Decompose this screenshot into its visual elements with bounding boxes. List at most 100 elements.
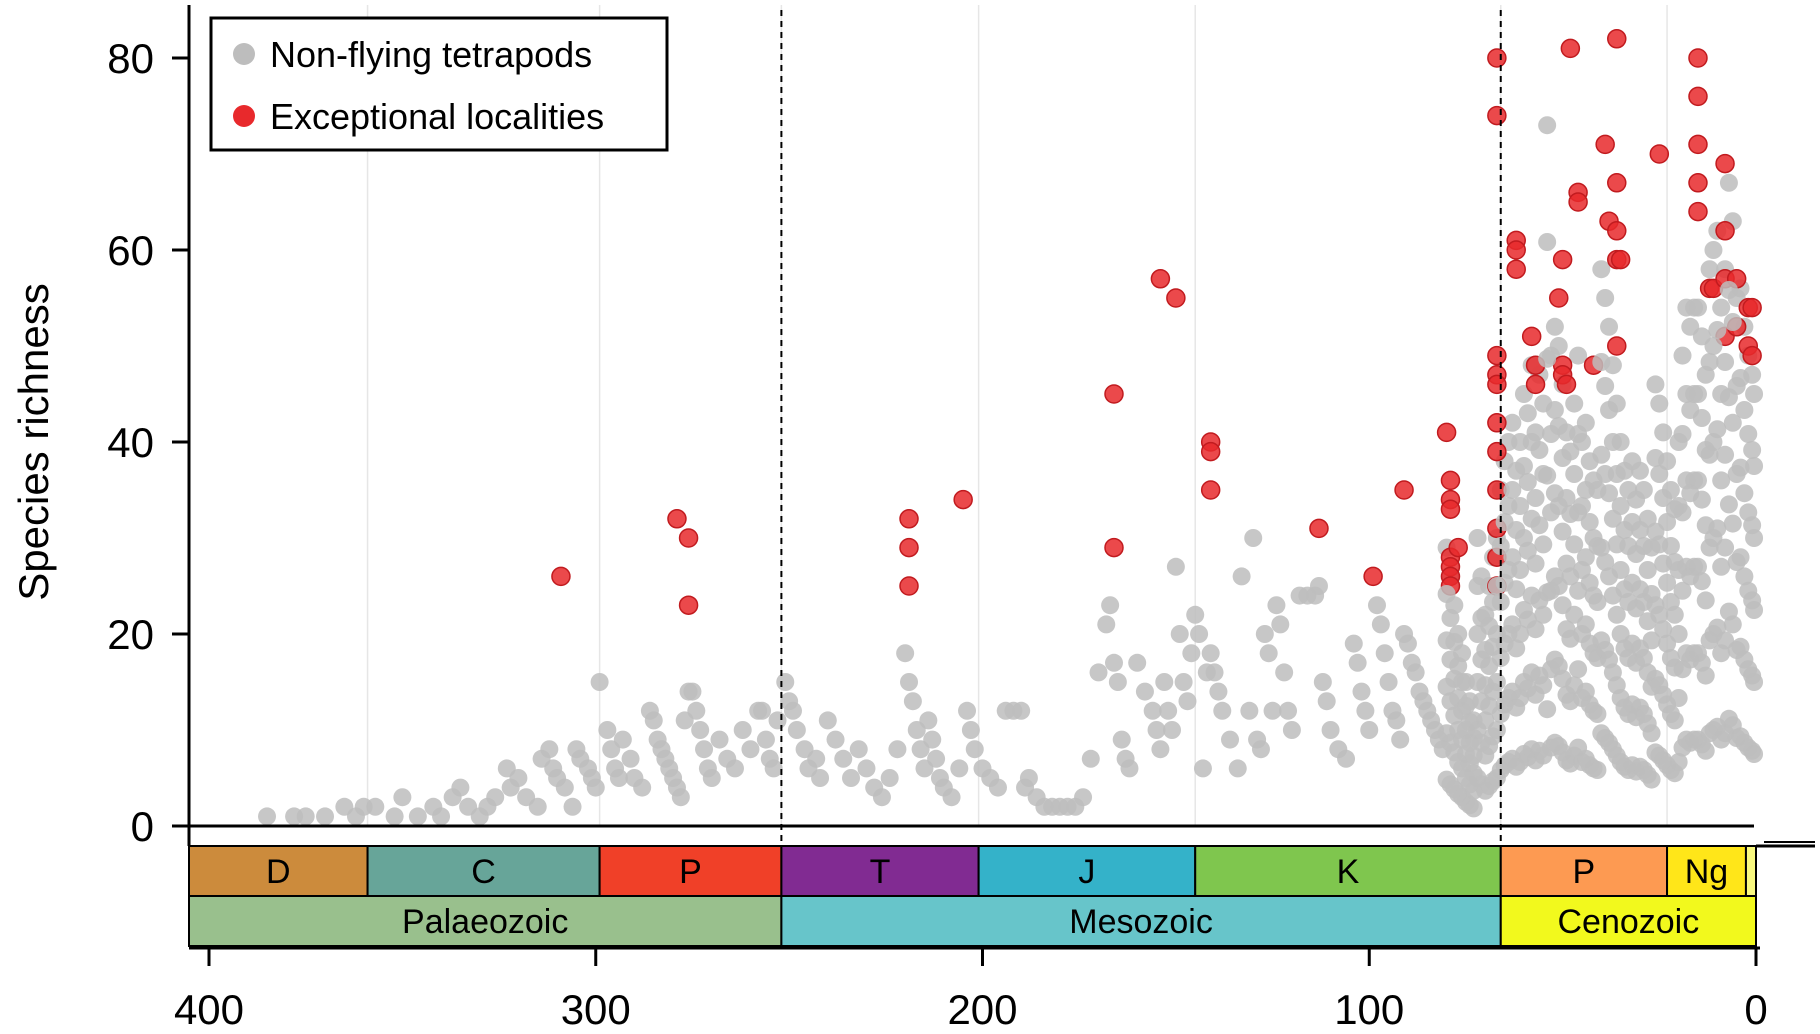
tetrapod-point-58 bbox=[695, 740, 714, 759]
tetrapod-point-138 bbox=[1166, 557, 1185, 576]
tetrapod-point-175 bbox=[1344, 634, 1363, 653]
tetrapod-point-67 bbox=[753, 701, 772, 720]
exceptional-point-0 bbox=[551, 566, 571, 587]
tetrapod-fill-point-25-4 bbox=[1534, 535, 1553, 554]
y-tick-label-1: 20 bbox=[107, 611, 154, 658]
tetrapod-point-134 bbox=[1151, 740, 1170, 759]
tetrapod-fill-point-77-4 bbox=[1735, 484, 1754, 503]
tetrapod-fill-point-33-4 bbox=[1565, 535, 1584, 554]
tetrapod-fill-point-70-3 bbox=[1708, 519, 1727, 538]
tetrapod-point-278 bbox=[1745, 385, 1764, 403]
tetrapod-point-34 bbox=[586, 778, 605, 797]
tetrapod-fill-point-70-5 bbox=[1708, 321, 1727, 339]
exceptional-point-56 bbox=[1607, 173, 1627, 193]
tetrapod-fill-point-68-5 bbox=[1700, 353, 1719, 371]
era-label-0: Palaeozoic bbox=[402, 903, 568, 941]
tetrapod-fill-point-53-2 bbox=[1642, 724, 1661, 743]
exceptional-point-16 bbox=[1363, 566, 1383, 587]
exceptional-point-2 bbox=[678, 528, 699, 548]
tetrapod-point-232 bbox=[1569, 346, 1588, 365]
exceptional-point-29 bbox=[1487, 345, 1507, 366]
period-box-1 bbox=[366, 845, 601, 897]
tetrapod-point-63 bbox=[725, 759, 744, 778]
period-label-7: Ng bbox=[1685, 853, 1728, 891]
tetrapod-point-122 bbox=[1089, 663, 1108, 682]
tetrapod-fill-point-66-4 bbox=[1692, 490, 1711, 509]
tetrapod-fill-point-39-1 bbox=[1588, 761, 1607, 779]
tetrapod-fill-point-80-4 bbox=[1745, 529, 1764, 547]
tetrapod-point-227 bbox=[1549, 337, 1568, 355]
tetrapod-fill-point-78-5 bbox=[1739, 425, 1758, 443]
tetrapod-fill-point-19-3 bbox=[1511, 625, 1530, 643]
tetrapod-point-113 bbox=[1019, 769, 1038, 787]
tetrapod-point-79 bbox=[811, 769, 830, 787]
exceptional-point-10 bbox=[1150, 269, 1171, 289]
tetrapod-fill-point-61-3 bbox=[1673, 581, 1692, 600]
tetrapod-point-151 bbox=[1221, 730, 1240, 749]
tetrapod-point-85 bbox=[857, 759, 876, 778]
tetrapod-fill-point-67-1 bbox=[1696, 741, 1715, 760]
tetrapod-fill-point-17-5 bbox=[1503, 481, 1522, 499]
tetrapod-point-3 bbox=[316, 807, 335, 826]
tetrapod-fill-point-74-3 bbox=[1723, 514, 1742, 533]
tetrapod-fill-point-45-5 bbox=[1611, 497, 1630, 515]
tetrapod-point-150 bbox=[1213, 701, 1232, 720]
tetrapod-point-253 bbox=[1650, 394, 1669, 413]
tetrapod-point-135 bbox=[1155, 673, 1174, 691]
tetrapod-point-248 bbox=[1630, 461, 1649, 480]
tetrapod-point-89 bbox=[888, 740, 907, 759]
tetrapod-fill-point-23-3 bbox=[1526, 620, 1545, 639]
tetrapod-point-0 bbox=[258, 807, 277, 826]
tetrapod-fill-point-35-5 bbox=[1572, 497, 1591, 515]
tetrapod-fill-point-24-4 bbox=[1530, 516, 1549, 535]
tetrapod-fill-point-30-5 bbox=[1553, 449, 1572, 467]
tetrapod-fill-point-61-4 bbox=[1673, 503, 1692, 522]
tetrapod-fill-point-44-3 bbox=[1607, 605, 1626, 624]
tetrapod-fill-point-59-4 bbox=[1665, 605, 1684, 624]
tetrapod-point-21 bbox=[509, 769, 528, 787]
tetrapod-fill-point-13-2 bbox=[1487, 721, 1506, 739]
tetrapod-point-87 bbox=[872, 788, 891, 807]
tetrapod-fill-point-55-5 bbox=[1650, 465, 1669, 483]
tetrapod-point-149 bbox=[1209, 682, 1228, 701]
exceptional-point-14 bbox=[1200, 480, 1221, 500]
exceptional-point-4 bbox=[899, 509, 919, 529]
tetrapod-point-165 bbox=[1282, 721, 1301, 739]
exceptional-point-3 bbox=[678, 595, 699, 615]
tetrapod-point-266 bbox=[1700, 260, 1719, 279]
tetrapod-point-72 bbox=[776, 673, 795, 691]
tetrapod-fill-point-72-5 bbox=[1716, 353, 1735, 371]
era-label-2: Cenozoic bbox=[1557, 903, 1699, 941]
tetrapod-point-103 bbox=[958, 701, 977, 720]
tetrapod-fill-point-72-3 bbox=[1716, 538, 1735, 557]
tetrapod-fill-point-36-5 bbox=[1576, 481, 1595, 499]
era-box-1 bbox=[780, 895, 1502, 947]
tetrapod-point-170 bbox=[1313, 673, 1332, 691]
exceptional-point-70 bbox=[1715, 221, 1735, 241]
tetrapod-point-91 bbox=[900, 673, 919, 691]
tetrapod-point-137 bbox=[1163, 721, 1182, 739]
period-box-8 bbox=[1744, 845, 1757, 897]
tetrapod-point-130 bbox=[1128, 653, 1147, 672]
tetrapod-point-35 bbox=[590, 673, 609, 691]
exceptional-point-78 bbox=[1742, 345, 1762, 366]
tetrapod-fill-point-24-5 bbox=[1530, 441, 1549, 459]
tetrapod-point-145 bbox=[1193, 759, 1212, 778]
exceptional-point-41 bbox=[1521, 326, 1542, 347]
x-tick-label-0: 400 bbox=[174, 986, 244, 1033]
tetrapod-fill-point-14-3 bbox=[1491, 649, 1510, 667]
tetrapod-point-142 bbox=[1182, 644, 1201, 663]
tetrapod-point-36 bbox=[598, 721, 617, 739]
tetrapod-fill-point-77-5 bbox=[1735, 401, 1754, 419]
tetrapod-point-263 bbox=[1688, 298, 1707, 317]
tetrapod-fill-point-53-4 bbox=[1642, 631, 1661, 650]
tetrapod-point-158 bbox=[1255, 625, 1274, 643]
axes bbox=[187, 5, 1815, 950]
exceptional-point-7 bbox=[953, 489, 973, 510]
tetrapod-point-126 bbox=[1108, 673, 1127, 691]
tetrapod-point-2 bbox=[296, 807, 315, 826]
tetrapod-point-163 bbox=[1275, 663, 1294, 682]
tetrapod-fill-point-18-3 bbox=[1507, 639, 1526, 658]
tetrapod-fill-point-34-5 bbox=[1569, 425, 1588, 443]
tetrapod-fill-point-71-4 bbox=[1712, 471, 1731, 490]
